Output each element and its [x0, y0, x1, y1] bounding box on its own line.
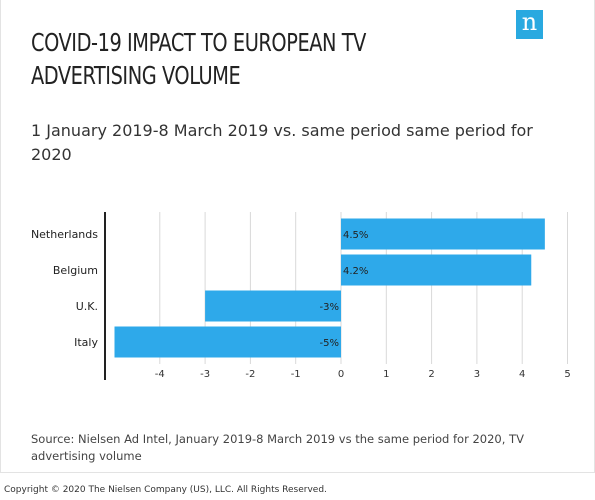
category-label: U.K.	[76, 300, 98, 313]
chart-subtitle: 1 January 2019-8 March 2019 vs. same per…	[31, 121, 533, 164]
x-tick-label: -3	[200, 369, 210, 380]
x-tick-label: -4	[155, 369, 165, 380]
x-tick-label: 5	[564, 369, 570, 380]
bar	[114, 326, 341, 358]
data-label: -5%	[320, 338, 339, 349]
x-tick-label: 4	[519, 369, 525, 380]
x-tick-label: 1	[383, 369, 389, 380]
source-note: Source: Nielsen Ad Intel, January 2019-8…	[31, 432, 524, 463]
x-tick-label: 3	[474, 369, 480, 380]
data-label: -3%	[320, 302, 339, 313]
chart-card: COVID-19 IMPACT TO EUROPEAN TV ADVERTISI…	[0, 0, 595, 473]
copyright-text: Copyright © 2020 The Nielsen Company (US…	[4, 485, 327, 495]
category-label: Belgium	[53, 264, 98, 277]
category-label: Italy	[74, 336, 98, 349]
bar-chart: Netherlands 4.5% Belgium 4.2% U.K. -3% Italy -5…	[31, 212, 571, 380]
bar	[341, 218, 545, 250]
nielsen-logo-icon: n	[516, 10, 543, 39]
category-label: Netherlands	[31, 228, 98, 241]
bar	[341, 254, 532, 286]
x-tick-label: 0	[338, 369, 344, 380]
x-tick-label: -2	[245, 369, 255, 380]
bar	[205, 290, 341, 322]
logo-glyph: n	[521, 8, 538, 36]
data-label: 4.2%	[343, 266, 368, 277]
x-tick-label: 2	[428, 369, 434, 380]
data-label: 4.5%	[343, 230, 368, 241]
chart-title: COVID-19 IMPACT TO EUROPEAN TV ADVERTISI…	[31, 28, 366, 90]
x-tick-label: -1	[291, 369, 301, 380]
